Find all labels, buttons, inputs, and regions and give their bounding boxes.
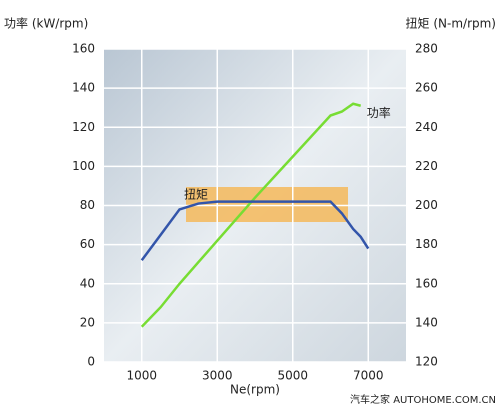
- y-tick-label: 40: [80, 276, 95, 290]
- y-tick-label: 160: [72, 42, 95, 56]
- y-tick-label: 20: [80, 315, 95, 329]
- watermark: 汽车之家 AUTOHOME.COM.CN: [350, 393, 496, 406]
- x-tick-label: 3000: [202, 369, 233, 383]
- y2-tick-label: 160: [415, 276, 438, 290]
- x-tick-label: 7000: [353, 369, 384, 383]
- series-line: [140, 200, 370, 262]
- y-tick-label: 60: [80, 237, 95, 251]
- y2-tick-label: 180: [415, 237, 438, 251]
- x-tick-label: 1000: [126, 369, 157, 383]
- y2-tick-label: 200: [415, 198, 438, 212]
- y-tick-label: 120: [72, 120, 95, 134]
- series-line: [140, 102, 362, 328]
- y2-tick-label: 260: [415, 81, 438, 95]
- y2-tick-label: 140: [415, 315, 438, 329]
- y2-tick-label: 280: [415, 42, 438, 56]
- y2-tick-label: 240: [415, 120, 438, 134]
- x-axis-title: Ne(rpm): [230, 383, 280, 397]
- x-tick-label: 5000: [277, 369, 308, 383]
- y-tick-label: 140: [72, 81, 95, 95]
- series-label: 扭矩: [184, 188, 208, 202]
- y-tick-label: 100: [72, 159, 95, 173]
- series-label: 功率: [367, 105, 391, 120]
- y-tick-label: 80: [80, 198, 95, 212]
- y2-axis-title: 扭矩 (N-m/rpm): [406, 17, 496, 31]
- y2-tick-label: 120: [415, 355, 438, 369]
- torque-band: [186, 187, 348, 222]
- y2-tick-label: 220: [415, 159, 438, 173]
- y-axis-title: 功率 (kW/rpm): [4, 16, 88, 31]
- y-tick-label: 0: [87, 355, 95, 369]
